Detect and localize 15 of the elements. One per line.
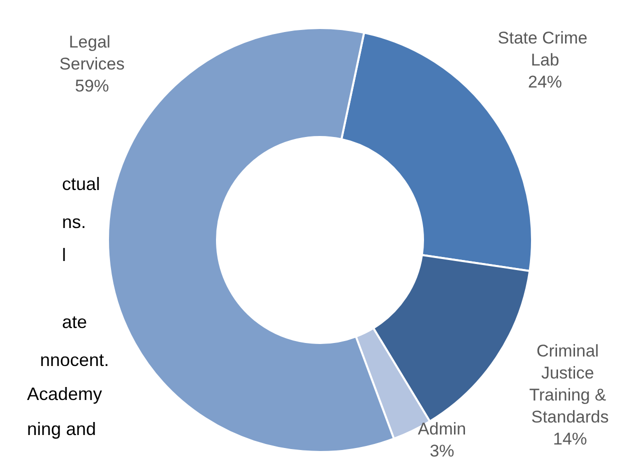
text: l: [62, 245, 66, 265]
data-label: 14%: [552, 430, 588, 448]
data-label: 59%: [74, 76, 110, 96]
slice-label: Criminal Justice Training & Standards: [529, 342, 611, 426]
text: ning and: [27, 419, 96, 439]
data-label: 3%: [430, 442, 454, 460]
text: Academy: [27, 384, 102, 404]
slice-label: Legal Services: [59, 32, 125, 74]
data-label: 24%: [528, 72, 562, 92]
text: ns.: [62, 212, 86, 232]
text: nnocent.: [40, 350, 110, 370]
slice-label: Admin: [418, 420, 466, 438]
text: ate: [62, 312, 88, 332]
slice-label: State Crime Lab: [498, 28, 592, 70]
text: ctual: [62, 174, 100, 194]
